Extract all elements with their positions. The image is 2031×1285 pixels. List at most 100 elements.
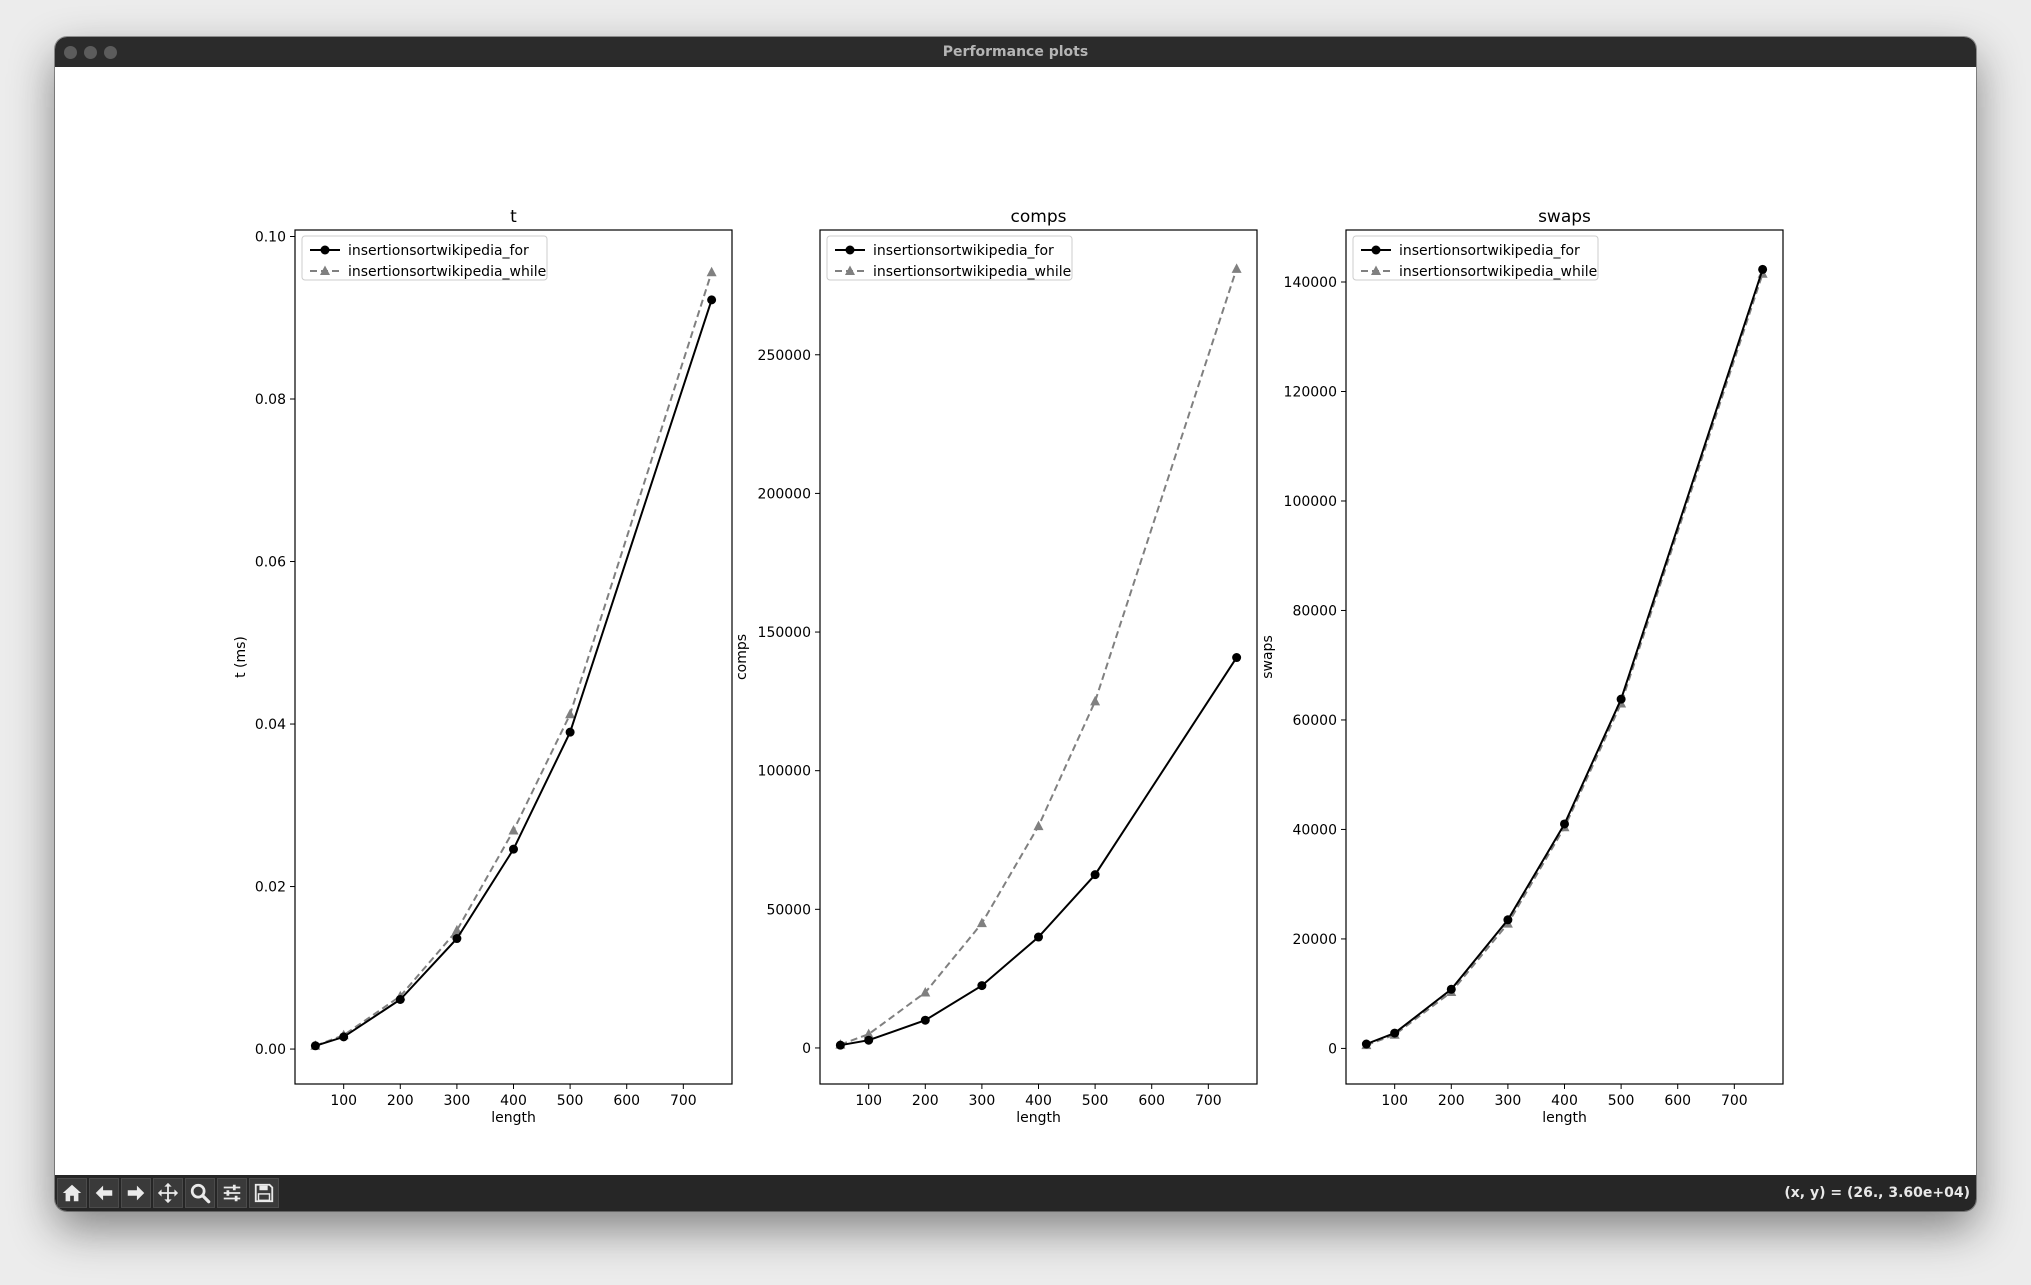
subplot-title-comps: comps bbox=[1011, 207, 1067, 227]
y-tick-label: 0 bbox=[1328, 1041, 1337, 1057]
sliders-icon bbox=[223, 1184, 241, 1202]
x-axis-label-t: length bbox=[491, 1110, 536, 1126]
x-tick-label: 200 bbox=[387, 1093, 414, 1109]
home-button[interactable] bbox=[57, 1178, 87, 1208]
legend-label-while: insertionsortwikipedia_while bbox=[1399, 264, 1597, 280]
x-tick-label: 500 bbox=[1608, 1093, 1635, 1109]
legend-box-comps bbox=[826, 235, 1073, 281]
x-tick-label: 600 bbox=[613, 1093, 640, 1109]
data-point-while bbox=[1033, 820, 1044, 831]
data-point-for bbox=[339, 1032, 349, 1042]
axes-frame-comps bbox=[819, 229, 1258, 1085]
legend-label-while: insertionsortwikipedia_while bbox=[348, 264, 546, 280]
x-tick-label: 500 bbox=[557, 1093, 584, 1109]
back-button[interactable] bbox=[89, 1178, 119, 1208]
y-tick-label: 0.06 bbox=[255, 555, 286, 571]
data-point-for bbox=[1503, 915, 1513, 925]
data-point-for bbox=[864, 1035, 874, 1045]
x-tick-label: 100 bbox=[1381, 1093, 1408, 1109]
data-point-while bbox=[976, 917, 987, 928]
legend-marker-while bbox=[320, 265, 330, 275]
y-tick-label: 100000 bbox=[758, 764, 811, 780]
data-point-while bbox=[451, 924, 462, 935]
x-tick-label: 200 bbox=[1438, 1093, 1465, 1109]
forward-button[interactable] bbox=[121, 1178, 151, 1208]
close-window-button[interactable] bbox=[64, 46, 77, 59]
title-bar[interactable]: Performance plots bbox=[55, 37, 1976, 67]
save-icon bbox=[254, 1183, 274, 1203]
x-tick-label: 100 bbox=[330, 1093, 357, 1109]
data-point-for bbox=[565, 727, 575, 737]
figure-canvas[interactable]: t 100 200 300 400 500 600 700 0.00 0.02 0.04 0.06 0.… bbox=[55, 67, 1976, 1175]
data-point-for bbox=[835, 1040, 845, 1050]
data-point-while bbox=[508, 824, 519, 835]
x-tick-label: 400 bbox=[500, 1093, 527, 1109]
data-point-for bbox=[1361, 1039, 1371, 1049]
figure[interactable]: t 100 200 300 400 500 600 700 0.00 0.02 0.04 0.06 0.… bbox=[55, 67, 1976, 1175]
zoom-button[interactable] bbox=[185, 1178, 215, 1208]
legend-label-for: insertionsortwikipedia_for bbox=[873, 243, 1054, 259]
data-point-for bbox=[1034, 932, 1043, 942]
data-point-while bbox=[863, 1028, 874, 1039]
data-point-for bbox=[1560, 819, 1569, 829]
data-point-while bbox=[706, 266, 717, 277]
pan-button[interactable] bbox=[153, 1178, 183, 1208]
y-tick-label: 20000 bbox=[1292, 932, 1337, 948]
legend-box-swaps bbox=[1352, 235, 1599, 281]
data-point-for bbox=[1090, 870, 1100, 880]
x-tick-label: 700 bbox=[670, 1093, 697, 1109]
data-point-for bbox=[452, 934, 462, 944]
y-tick-label: 60000 bbox=[1292, 713, 1337, 729]
x-tick-label: 100 bbox=[855, 1093, 882, 1109]
data-point-for bbox=[707, 295, 717, 305]
y-tick-label: 0 bbox=[802, 1041, 811, 1057]
y-tick-label: 50000 bbox=[766, 902, 811, 918]
legend-marker-for bbox=[845, 245, 855, 255]
x-tick-label: 700 bbox=[1721, 1093, 1748, 1109]
x-tick-label: 300 bbox=[1495, 1093, 1522, 1109]
navigation-toolbar: (x, y) = (26., 3.60e+04) bbox=[55, 1175, 1976, 1211]
data-point-for bbox=[1758, 264, 1768, 274]
y-tick-label: 80000 bbox=[1292, 603, 1337, 619]
save-button[interactable] bbox=[249, 1178, 279, 1208]
data-point-for bbox=[1616, 694, 1626, 704]
legend-marker-for bbox=[320, 245, 330, 255]
zoom-window-button[interactable] bbox=[104, 46, 117, 59]
axes-frame-t bbox=[294, 229, 733, 1085]
y-tick-label: 40000 bbox=[1292, 822, 1337, 838]
y-tick-label: 200000 bbox=[758, 486, 811, 502]
data-point-for bbox=[1390, 1028, 1400, 1038]
legend-label-for: insertionsortwikipedia_for bbox=[1399, 243, 1580, 259]
move-icon bbox=[157, 1182, 179, 1204]
x-tick-label: 200 bbox=[912, 1093, 939, 1109]
y-tick-label: 0.02 bbox=[255, 880, 286, 896]
data-point-while bbox=[565, 708, 576, 719]
data-point-for bbox=[395, 994, 405, 1004]
configure-subplots-button[interactable] bbox=[217, 1178, 247, 1208]
y-tick-label: 120000 bbox=[1284, 384, 1337, 400]
data-point-for bbox=[920, 1015, 930, 1025]
y-tick-label: 150000 bbox=[758, 625, 811, 641]
y-tick-label: 0.04 bbox=[255, 717, 286, 733]
subplot-title-swaps: swaps bbox=[1538, 207, 1591, 227]
x-tick-label: 400 bbox=[1551, 1093, 1578, 1109]
data-point-while bbox=[920, 987, 931, 997]
x-tick-label: 700 bbox=[1195, 1093, 1222, 1109]
y-tick-label: 0.08 bbox=[255, 392, 286, 408]
y-tick-label: 0.00 bbox=[255, 1042, 286, 1058]
minimize-window-button[interactable] bbox=[84, 46, 97, 59]
legend-box-t bbox=[301, 235, 548, 281]
data-point-for bbox=[1232, 653, 1242, 663]
x-tick-label: 600 bbox=[1664, 1093, 1691, 1109]
x-axis-label-swaps: length bbox=[1542, 1110, 1587, 1126]
y-axis-label-swaps: swaps bbox=[1260, 635, 1276, 679]
arrow-right-icon bbox=[127, 1185, 145, 1201]
arrow-left-icon bbox=[95, 1185, 113, 1201]
x-tick-label: 600 bbox=[1138, 1093, 1165, 1109]
data-point-for bbox=[509, 844, 518, 854]
x-axis-label-comps: length bbox=[1016, 1110, 1061, 1126]
y-tick-label: 140000 bbox=[1284, 275, 1337, 291]
y-tick-label: 0.10 bbox=[255, 230, 286, 246]
legend-label-for: insertionsortwikipedia_for bbox=[348, 243, 529, 259]
app-window: Performance plots t 100 200 300 400 500 600 700… bbox=[55, 37, 1976, 1211]
